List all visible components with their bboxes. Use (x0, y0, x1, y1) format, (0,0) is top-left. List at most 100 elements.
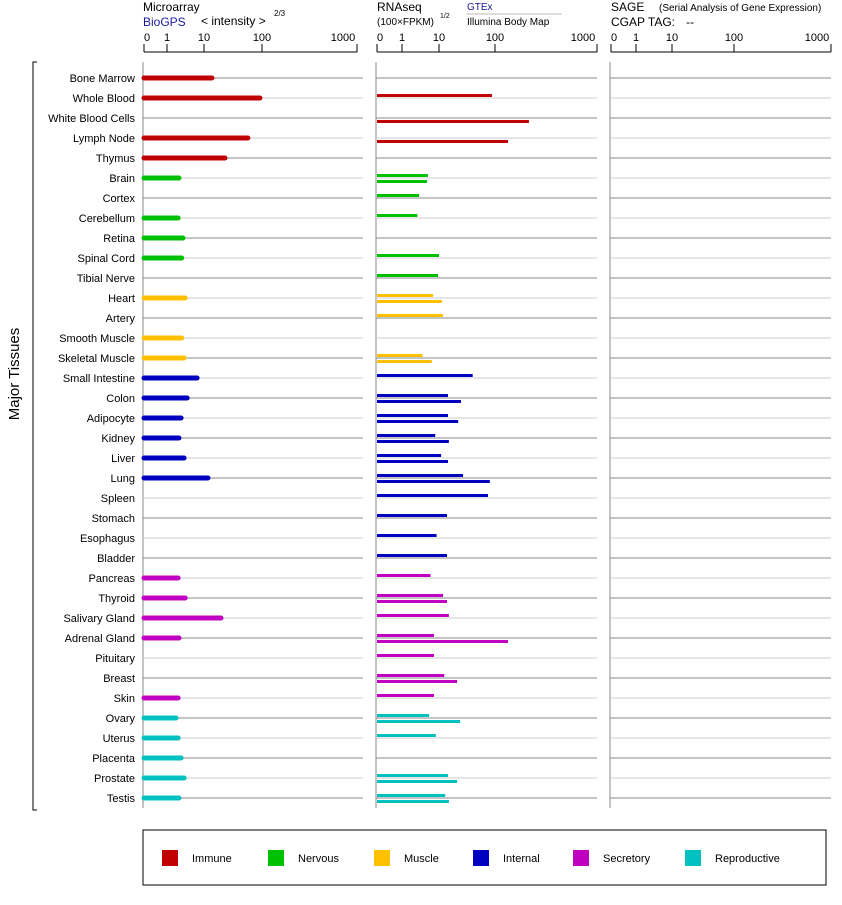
fpkm-exponent: 1/2 (440, 13, 450, 20)
tick-label: 100 (725, 32, 743, 44)
y-axis-label: Major Tissues (6, 328, 23, 421)
legend-label: Nervous (298, 853, 339, 865)
microarray-title: Microarray (143, 0, 200, 14)
tissue-label: Adipocyte (87, 413, 135, 425)
tick-label: 10 (433, 32, 445, 44)
tissue-label: Pituitary (95, 653, 135, 665)
illumina-bar (377, 800, 449, 803)
tissue-label: Tibial Nerve (77, 273, 135, 285)
illumina-bar (377, 140, 508, 143)
gtex-bar (377, 674, 445, 677)
legend-swatch (268, 850, 284, 866)
gtex-bar (377, 434, 436, 437)
gtex-bar (377, 454, 442, 457)
biogps-link[interactable]: BioGPS (143, 15, 186, 29)
tissue-label: Thyroid (98, 593, 135, 605)
illumina-bar (377, 360, 432, 363)
tissue-label: Salivary Gland (63, 613, 135, 625)
intensity-label: < intensity > (201, 14, 266, 28)
gtex-bar (377, 634, 434, 637)
rnaseq-header: RNAseq (100×FPKM) 1/2 GTEx Illumina Body… (377, 0, 562, 28)
gtex-bar (377, 374, 473, 377)
tissue-label: Ovary (106, 713, 136, 725)
tick-label: 1000 (571, 32, 595, 44)
tissue-label: Cerebellum (79, 213, 135, 225)
illumina-bar (377, 420, 459, 423)
tissue-label: Testis (107, 793, 136, 805)
gtex-bar (377, 714, 430, 717)
tick-label: 100 (486, 32, 504, 44)
tick-label: 10 (666, 32, 678, 44)
gtex-bar (377, 94, 492, 97)
illumina-bar (377, 440, 449, 443)
tissue-bracket (32, 61, 37, 811)
illumina-bar (377, 780, 458, 783)
tissue-label: Brain (109, 173, 135, 185)
legend-label: Secretory (603, 853, 651, 865)
gtex-bar (377, 554, 448, 557)
illumina-bar (377, 600, 448, 603)
tissue-label: Spinal Cord (78, 253, 135, 265)
legend-swatch (685, 850, 701, 866)
gtex-bar (377, 774, 449, 777)
illumina-bar (377, 460, 449, 463)
sage-title: SAGE (611, 0, 644, 14)
tissue-label: Retina (103, 233, 136, 245)
gtex-bar (377, 794, 446, 797)
microarray-header: Microarray BioGPS < intensity > 2/3 (143, 0, 286, 29)
tick-label: 1000 (331, 32, 355, 44)
gtex-bar (377, 214, 418, 217)
illumina-bar (377, 480, 490, 483)
cgap-tag-label: CGAP TAG: (611, 15, 675, 29)
tissue-label: Adrenal Gland (65, 633, 135, 645)
illumina-bar (377, 300, 442, 303)
legend-swatch (573, 850, 589, 866)
gtex-link[interactable]: GTEx (467, 2, 493, 13)
tissue-label: Spleen (101, 493, 135, 505)
gtex-bar (377, 694, 434, 697)
legend-label: Internal (503, 853, 540, 865)
gtex-bar (377, 614, 449, 617)
illumina-bar (377, 120, 529, 123)
tissue-label: Whole Blood (73, 93, 135, 105)
tick-label: 1 (399, 32, 405, 44)
legend-swatch (162, 850, 178, 866)
illumina-bar (377, 180, 427, 183)
legend-swatch (374, 850, 390, 866)
gtex-bar (377, 514, 448, 517)
sage-subtitle: (Serial Analysis of Gene Expression) (659, 3, 821, 14)
gtex-bar (377, 654, 434, 657)
gtex-bar (377, 534, 437, 537)
intensity-exponent: 2/3 (274, 9, 286, 18)
gtex-bar (377, 594, 444, 597)
tissue-label: Lymph Node (73, 133, 135, 145)
tick-label: 100 (253, 32, 271, 44)
tissue-label: Placenta (92, 753, 136, 765)
gtex-bar (377, 474, 464, 477)
tissue-label: Skeletal Muscle (58, 353, 135, 365)
sage-header: SAGE (Serial Analysis of Gene Expression… (611, 0, 821, 29)
tissue-label: Lung (111, 473, 135, 485)
tissue-label: Uterus (103, 733, 136, 745)
tissue-label: Bladder (97, 553, 135, 565)
tick-label: 0 (144, 32, 150, 44)
tissue-label: White Blood Cells (48, 113, 135, 125)
gtex-bar (377, 354, 423, 357)
tissue-label: Colon (106, 393, 135, 405)
tissue-label: Kidney (101, 433, 135, 445)
tick-label: 10 (198, 32, 210, 44)
illumina-bar (377, 400, 461, 403)
tissue-label: Pancreas (89, 573, 136, 585)
illumina-bar (377, 680, 458, 683)
gtex-bar (377, 494, 489, 497)
tissue-label: Heart (108, 293, 135, 305)
tissue-label: Cortex (103, 193, 136, 205)
legend-swatch (473, 850, 489, 866)
gtex-bar (377, 294, 434, 297)
fpkm-label: (100×FPKM) (377, 17, 434, 28)
tissue-label: Esophagus (80, 533, 136, 545)
gtex-bar (377, 274, 439, 277)
tick-label: 1000 (805, 32, 829, 44)
legend-label: Reproductive (715, 853, 780, 865)
gtex-bar (377, 394, 449, 397)
